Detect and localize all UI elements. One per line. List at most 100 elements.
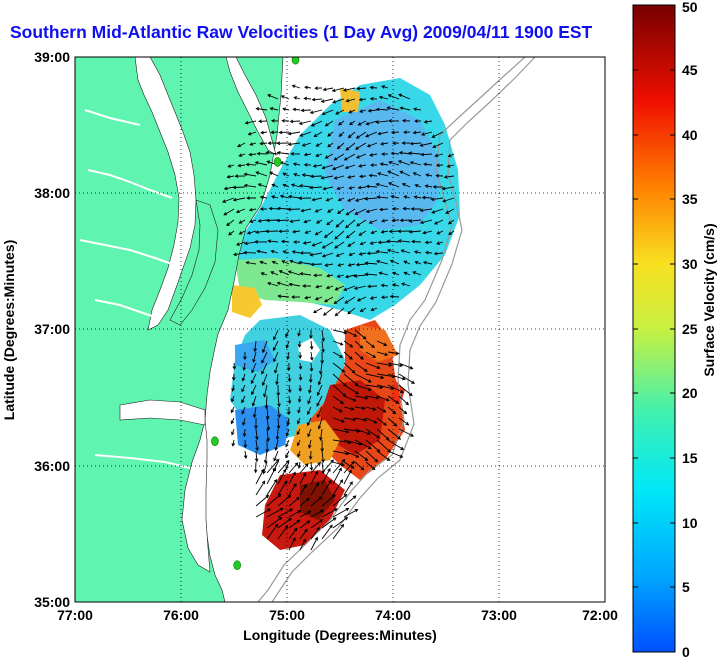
y-axis-ticks: 39:00 38:00 37:00 36:00 35:00 — [34, 49, 70, 610]
velocity-vector — [343, 461, 355, 469]
velocity-vector — [234, 174, 246, 178]
velocity-vector — [235, 208, 246, 214]
velocity-vector — [347, 175, 356, 179]
velocity-vector — [376, 362, 393, 367]
velocity-vector — [309, 340, 314, 350]
velocity-vector — [253, 461, 258, 474]
velocity-vector — [242, 428, 247, 438]
velocity-vector — [343, 340, 354, 348]
velocity-vector — [381, 85, 389, 89]
velocity-vector — [252, 406, 257, 419]
velocity-vector — [254, 418, 258, 430]
plot-title: Southern Mid-Atlantic Raw Velocities (1 … — [10, 22, 593, 42]
velocity-vector — [290, 183, 301, 188]
velocity-vector — [310, 526, 320, 540]
velocity-vector — [332, 428, 350, 434]
velocity-vector — [285, 450, 290, 459]
velocity-vector — [366, 142, 378, 148]
velocity-vector — [315, 153, 323, 158]
velocity-vector — [380, 295, 389, 300]
velocity-vector — [375, 120, 389, 124]
velocity-vector — [306, 417, 312, 427]
velocity-vector — [375, 107, 389, 112]
velocity-vector — [314, 208, 323, 213]
velocity-vector — [375, 259, 389, 265]
velocity-vector — [277, 508, 294, 518]
velocity-vector — [241, 373, 246, 382]
velocity-vector — [261, 373, 268, 387]
velocity-vector — [288, 483, 297, 496]
velocity-vector — [343, 406, 355, 411]
velocity-vector — [310, 519, 324, 529]
velocity-vector — [397, 160, 411, 166]
velocity-vector — [246, 196, 256, 200]
velocity-vector — [291, 250, 301, 254]
velocity-vector — [309, 185, 323, 190]
velocity-vector — [370, 307, 378, 312]
tidal-river-2 — [79, 239, 176, 266]
velocity-vector — [387, 170, 400, 177]
velocity-vector — [255, 494, 270, 507]
velocity-vector — [423, 162, 433, 167]
tidal-river-4 — [84, 109, 141, 126]
velocity-vector — [311, 197, 323, 202]
velocity-vector — [277, 395, 281, 408]
velocity-vector — [310, 262, 323, 267]
velocity-vector — [259, 141, 268, 146]
velocity-vector — [288, 496, 300, 507]
velocity-vector — [399, 170, 411, 177]
velocity-vector — [332, 417, 346, 423]
velocity-patch — [235, 258, 345, 305]
velocity-vector — [258, 119, 268, 124]
velocity-vector — [354, 340, 364, 349]
velocity-vector — [318, 362, 323, 375]
velocity-vector — [357, 185, 367, 190]
colorbar — [632, 4, 676, 653]
velocity-vector — [442, 197, 455, 203]
velocity-vector — [243, 439, 248, 449]
velocity-vector — [401, 141, 411, 145]
velocity-vector — [259, 260, 268, 265]
velocity-vector — [347, 307, 356, 315]
velocity-vector — [408, 230, 422, 234]
velocity-vector — [332, 351, 344, 358]
velocity-vector — [222, 197, 235, 203]
velocity-vector — [287, 373, 292, 383]
velocity-vector — [353, 274, 367, 278]
velocity-vector — [441, 186, 455, 191]
velocity-vector — [354, 406, 366, 410]
velocity-vector — [277, 517, 292, 529]
velocity-vector — [321, 467, 331, 485]
velocity-vector — [358, 97, 367, 102]
velocity-vector — [343, 329, 358, 337]
velocity-vector — [248, 207, 257, 212]
velocity-vector — [381, 152, 389, 156]
velocity-vector — [376, 395, 390, 402]
velocity-vector — [223, 208, 235, 216]
velocity-vector — [273, 329, 279, 341]
velocity-vector — [321, 479, 332, 496]
velocity-vector — [252, 351, 257, 363]
velocity-vector — [266, 479, 278, 496]
velocity-vector — [243, 183, 257, 188]
velocity-vector — [365, 384, 384, 390]
colorbar-label: Surface Velocity (cm/s) — [701, 223, 717, 376]
velocity-vector — [348, 109, 356, 114]
velocity-vector — [310, 509, 325, 518]
velocity-vector — [310, 470, 319, 485]
velocity-vector — [354, 417, 368, 422]
velocity-vector — [381, 218, 389, 223]
velocity-vector — [308, 450, 313, 460]
velocity-vector — [288, 527, 298, 540]
velocity-vector — [278, 270, 290, 276]
velocity-vector — [316, 384, 323, 397]
velocity-vector — [343, 460, 355, 474]
velocity-vector — [223, 186, 235, 191]
tidal-river-5 — [94, 454, 191, 469]
velocity-vector — [250, 373, 257, 385]
velocity-vector — [266, 516, 283, 529]
velocity-vector — [355, 153, 367, 159]
velocity-vector — [313, 273, 323, 278]
velocity-vector — [315, 284, 323, 289]
velocity-vector — [347, 241, 356, 247]
